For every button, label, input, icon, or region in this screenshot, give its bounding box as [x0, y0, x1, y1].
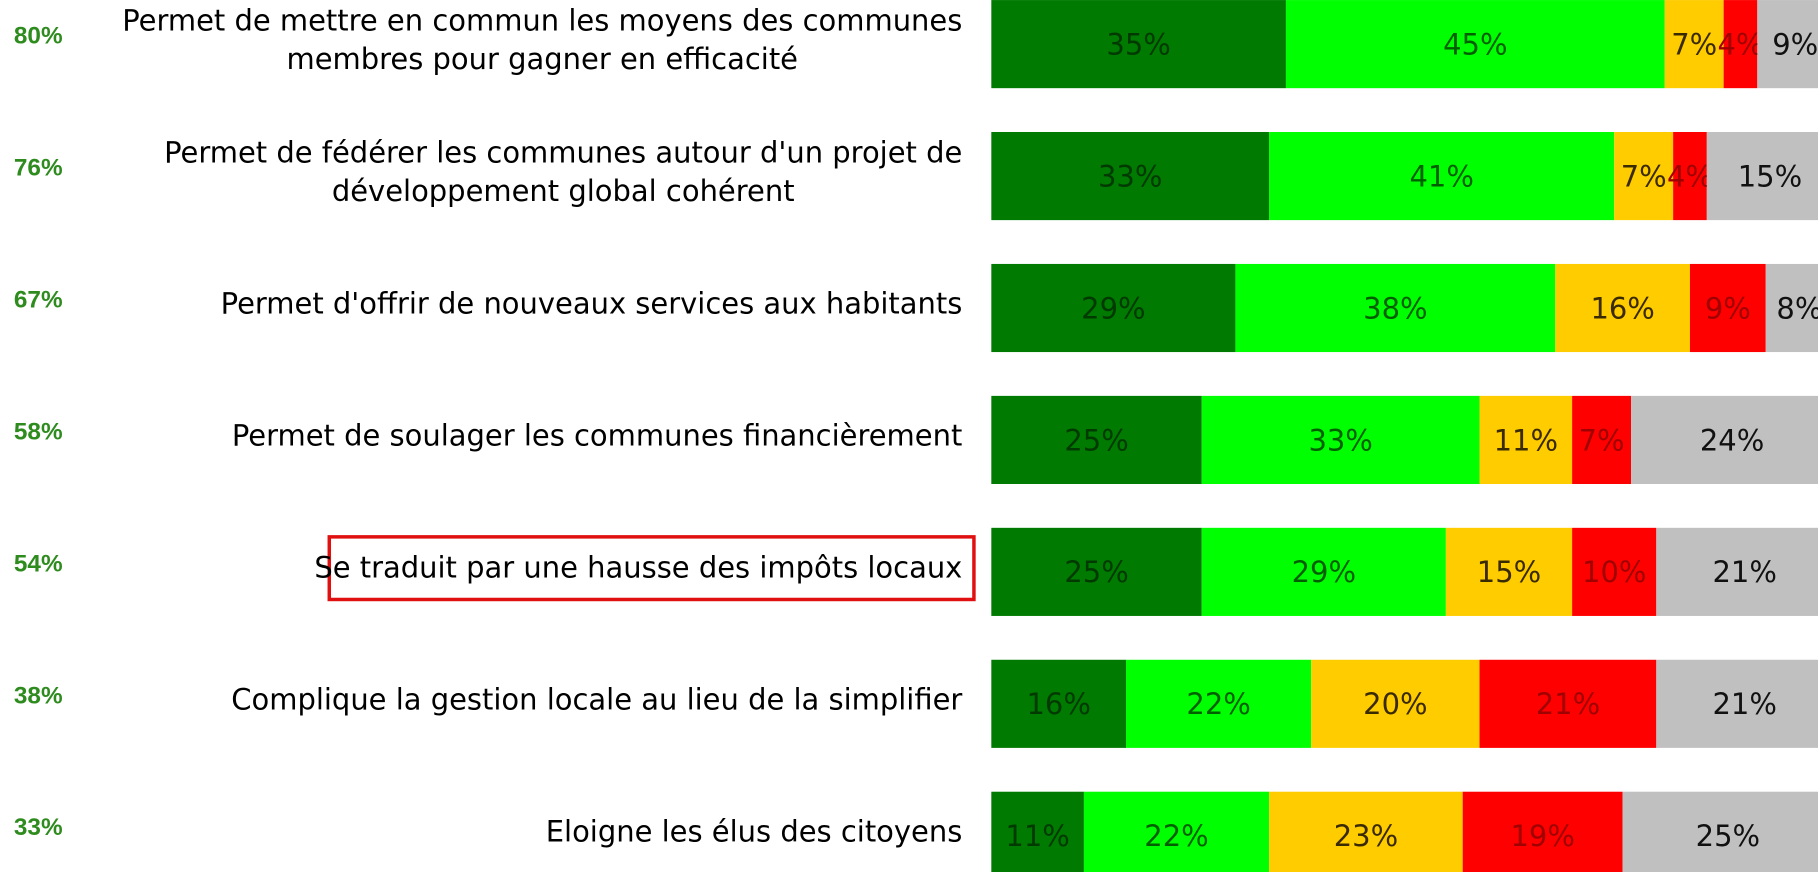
bar-value-label: 11% — [1005, 819, 1069, 853]
bar-value-label: 25% — [1696, 819, 1760, 853]
category-label: Complique la gestion locale au lieu de l… — [231, 683, 962, 717]
bar-segment — [1083, 791, 1270, 872]
bar-segment — [1622, 791, 1818, 872]
bar-value-label: 21% — [1712, 555, 1776, 589]
bar-value-label: 16% — [1026, 687, 1090, 721]
bar-segment — [1656, 659, 1818, 748]
bar-segment — [991, 791, 1084, 872]
bar-segment — [1723, 0, 1758, 89]
bar-value-label: 9% — [1772, 27, 1818, 61]
row-total: 58% — [14, 418, 63, 445]
bar-value-label: 24% — [1700, 423, 1764, 457]
row-total: 80% — [14, 23, 63, 50]
bar-value-label: 11% — [1494, 423, 1558, 457]
bar-value-label: 21% — [1536, 687, 1600, 721]
bar-value-label: 33% — [1098, 159, 1162, 193]
bar-value-label: 23% — [1334, 819, 1398, 853]
row-total: 67% — [14, 286, 63, 313]
bar-value-label: 22% — [1186, 687, 1250, 721]
bar-segment — [1126, 659, 1312, 748]
bar-segment — [991, 263, 1236, 353]
bar-value-label: 25% — [1064, 423, 1128, 457]
bar-segment — [1285, 0, 1665, 89]
bar-segment — [1235, 263, 1556, 353]
bar-value-label: 8% — [1776, 291, 1818, 325]
category-label: Se traduit par une hausse des impôts loc… — [314, 551, 962, 585]
bar-segment — [991, 527, 1202, 616]
bar-value-label: 7% — [1671, 27, 1717, 61]
bar-segment — [1201, 527, 1446, 616]
bar-value-label: 29% — [1081, 291, 1145, 325]
bar-value-label: 20% — [1363, 687, 1427, 721]
bar-segment — [1631, 395, 1818, 485]
bar-value-label: 15% — [1477, 555, 1541, 589]
bar-value-label: 38% — [1363, 291, 1427, 325]
bar-value-label: 35% — [1106, 27, 1170, 61]
bar-segment — [991, 395, 1202, 485]
bar-segment — [1765, 263, 1818, 353]
category-label: membres pour gagner en efficacité — [286, 42, 798, 76]
bar-segment — [1201, 395, 1480, 485]
bar-segment — [1673, 131, 1707, 221]
bar-value-label: 25% — [1064, 555, 1128, 589]
row-total: 33% — [14, 814, 63, 841]
bar-segment — [1664, 0, 1724, 89]
row-total: 38% — [14, 682, 63, 709]
bar-value-label: 33% — [1308, 423, 1372, 457]
bar-value-label: 45% — [1443, 27, 1507, 61]
bar-segment — [1689, 263, 1766, 353]
bar-value-label: 41% — [1409, 159, 1473, 193]
bar-value-label: 10% — [1582, 555, 1646, 589]
bar-value-label: 7% — [1621, 159, 1667, 193]
bar-segment — [1479, 659, 1657, 748]
bar-segment — [1706, 131, 1818, 221]
bar-segment — [1269, 131, 1615, 221]
bar-segment — [1614, 131, 1674, 221]
bar-segment — [991, 131, 1270, 221]
bar-segment — [1462, 791, 1623, 872]
bar-value-label: 21% — [1712, 687, 1776, 721]
bar-segment — [1656, 527, 1818, 616]
bar-value-label: 22% — [1144, 819, 1208, 853]
bar-segment — [1572, 395, 1632, 485]
category-label: développement global cohérent — [332, 174, 795, 208]
bar-value-label: 15% — [1738, 159, 1802, 193]
bar-segment — [1555, 263, 1690, 353]
bar-segment — [991, 0, 1286, 89]
bar-segment — [1311, 659, 1480, 748]
bar-segment — [1757, 0, 1818, 89]
bar-value-label: 7% — [1579, 423, 1625, 457]
bar-segment — [1269, 791, 1463, 872]
bar-segment — [1479, 395, 1573, 485]
category-label: Permet de fédérer les communes autour d'… — [164, 136, 962, 170]
bar-segment — [1572, 527, 1657, 616]
category-label: Permet de mettre en commun les moyens de… — [122, 4, 962, 38]
category-label: Permet d'offrir de nouveaux services aux… — [221, 287, 963, 321]
bar-segment — [991, 659, 1127, 748]
highlight-box — [327, 535, 976, 602]
bar-value-label: 19% — [1510, 819, 1574, 853]
row-total: 54% — [14, 550, 63, 577]
bar-value-label: 16% — [1590, 291, 1654, 325]
row-total: 76% — [14, 155, 63, 182]
category-label: Eloigne les élus des citoyens — [546, 814, 963, 848]
bar-value-label: 9% — [1705, 291, 1751, 325]
bar-value-label: 4% — [1717, 27, 1763, 61]
category-label: Permet de soulager les communes financiè… — [232, 419, 962, 453]
bar-value-label: 29% — [1292, 555, 1356, 589]
bar-segment — [1445, 527, 1573, 616]
bar-value-label: 4% — [1667, 159, 1713, 193]
